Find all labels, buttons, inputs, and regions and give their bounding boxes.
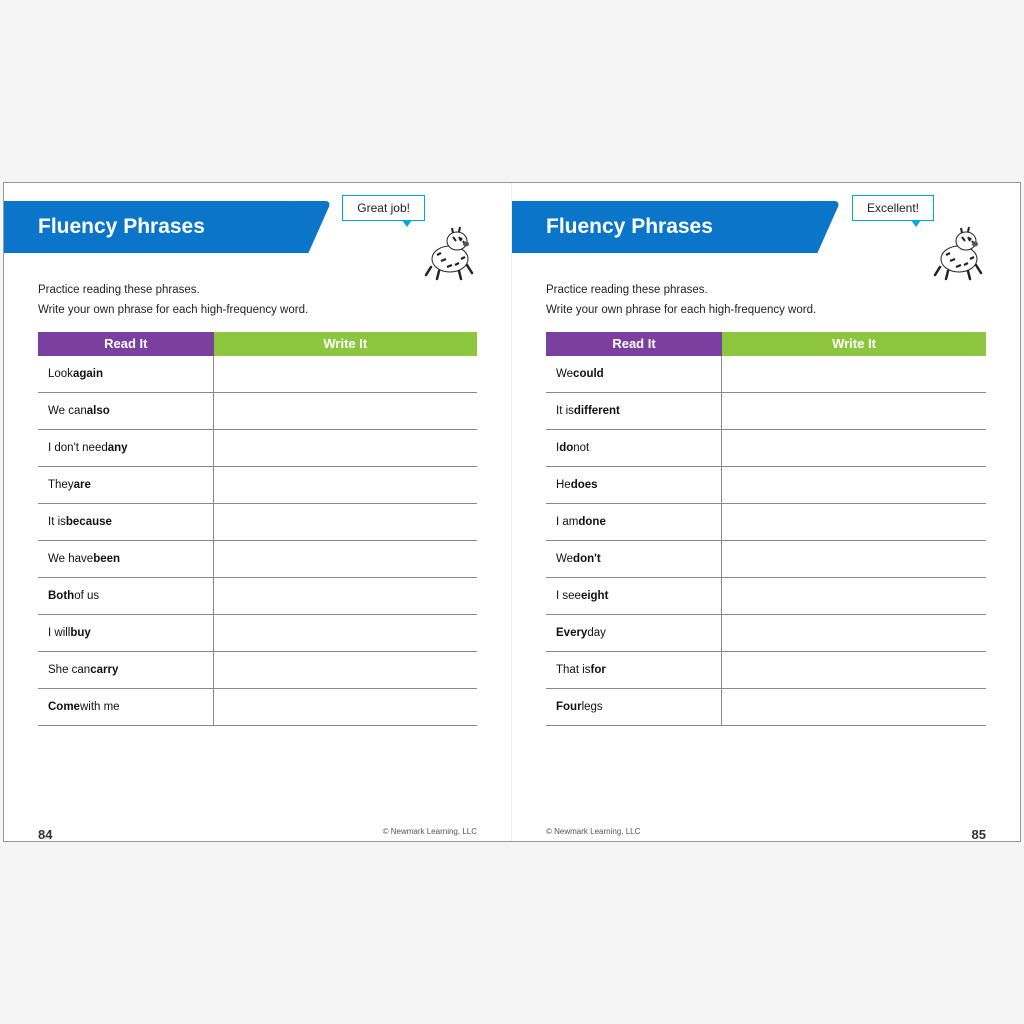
rows-container-right: We couldIt is differentI do notHe doesI … (546, 356, 986, 726)
read-cell: We can also (38, 393, 214, 429)
write-cell[interactable] (214, 356, 477, 392)
write-cell[interactable] (722, 689, 986, 725)
table-row: I do not (546, 430, 986, 467)
read-cell: It is because (38, 504, 214, 540)
col-header-write: Write It (214, 332, 477, 356)
write-cell[interactable] (722, 504, 986, 540)
table-row: I am done (546, 504, 986, 541)
write-cell[interactable] (214, 541, 477, 577)
write-cell[interactable] (722, 652, 986, 688)
read-cell: I do not (546, 430, 722, 466)
write-cell[interactable] (722, 578, 986, 614)
instruction-line: Practice reading these phrases. (38, 281, 477, 301)
read-cell: I see eight (546, 578, 722, 614)
read-cell: Four legs (546, 689, 722, 725)
page-title-banner: Fluency Phrases (512, 201, 807, 253)
col-header-write: Write It (722, 332, 986, 356)
table-row: I don't need any (38, 430, 477, 467)
table-row: We don't (546, 541, 986, 578)
write-cell[interactable] (722, 393, 986, 429)
table-row: I see eight (546, 578, 986, 615)
write-cell[interactable] (214, 393, 477, 429)
write-cell[interactable] (214, 430, 477, 466)
table-row: Both of us (38, 578, 477, 615)
write-cell[interactable] (214, 467, 477, 503)
col-header-read: Read It (38, 332, 214, 356)
write-cell[interactable] (722, 430, 986, 466)
table-row: We can also (38, 393, 477, 430)
table-row: It is different (546, 393, 986, 430)
read-cell: He does (546, 467, 722, 503)
read-cell: We have been (38, 541, 214, 577)
page-number: 85 (972, 827, 986, 842)
table-row: Come with me (38, 689, 477, 726)
table-row: She can carry (38, 652, 477, 689)
write-cell[interactable] (722, 615, 986, 651)
zebra-icon (926, 219, 992, 281)
speech-text: Great job! (357, 201, 410, 215)
table-row: I will buy (38, 615, 477, 652)
write-cell[interactable] (722, 356, 986, 392)
page-title: Fluency Phrases (38, 215, 205, 238)
header-banner: Fluency Phrases Great job! (4, 201, 511, 271)
copyright: © Newmark Learning, LLC (546, 827, 640, 836)
write-cell[interactable] (722, 467, 986, 503)
table-row: We have been (38, 541, 477, 578)
rows-container-left: Look againWe can alsoI don't need anyThe… (38, 356, 477, 726)
page-title: Fluency Phrases (546, 215, 713, 238)
table-row: He does (546, 467, 986, 504)
read-cell: I will buy (38, 615, 214, 651)
write-cell[interactable] (214, 652, 477, 688)
write-cell[interactable] (214, 689, 477, 725)
page-right: Fluency Phrases Excellent! Practice (512, 183, 1020, 841)
copyright: © Newmark Learning, LLC (383, 827, 477, 836)
read-cell: I am done (546, 504, 722, 540)
write-cell[interactable] (214, 578, 477, 614)
page-left: Fluency Phrases Great job! Practice (4, 183, 512, 841)
read-cell: We could (546, 356, 722, 392)
read-cell: Every day (546, 615, 722, 651)
read-cell: I don't need any (38, 430, 214, 466)
table-row: Four legs (546, 689, 986, 726)
read-cell: We don't (546, 541, 722, 577)
write-cell[interactable] (214, 504, 477, 540)
instruction-line: Write your own phrase for each high-freq… (38, 301, 477, 321)
column-headers: Read It Write It (38, 332, 477, 356)
speech-text: Excellent! (867, 201, 919, 215)
read-cell: Come with me (38, 689, 214, 725)
read-cell: That is for (546, 652, 722, 688)
speech-bubble: Great job! (342, 195, 425, 221)
write-cell[interactable] (722, 541, 986, 577)
column-headers: Read It Write It (546, 332, 986, 356)
page-title-banner: Fluency Phrases (4, 201, 298, 253)
table-row: Look again (38, 356, 477, 393)
speech-bubble: Excellent! (852, 195, 934, 221)
col-header-read: Read It (546, 332, 722, 356)
table-row: They are (38, 467, 477, 504)
page-number: 84 (38, 827, 52, 842)
read-cell: Both of us (38, 578, 214, 614)
zebra-icon (417, 219, 483, 281)
table-row: Every day (546, 615, 986, 652)
table-row: That is for (546, 652, 986, 689)
read-cell: They are (38, 467, 214, 503)
instruction-line: Practice reading these phrases. (546, 281, 986, 301)
read-cell: She can carry (38, 652, 214, 688)
write-cell[interactable] (214, 615, 477, 651)
read-cell: Look again (38, 356, 214, 392)
worksheet-table: Read It Write It Look againWe can alsoI … (4, 332, 511, 726)
worksheet-table: Read It Write It We couldIt is different… (512, 332, 1020, 726)
table-row: We could (546, 356, 986, 393)
header-banner: Fluency Phrases Excellent! (512, 201, 1020, 271)
read-cell: It is different (546, 393, 722, 429)
table-row: It is because (38, 504, 477, 541)
workbook-spread: Fluency Phrases Great job! Practice (3, 182, 1021, 842)
instruction-line: Write your own phrase for each high-freq… (546, 301, 986, 321)
